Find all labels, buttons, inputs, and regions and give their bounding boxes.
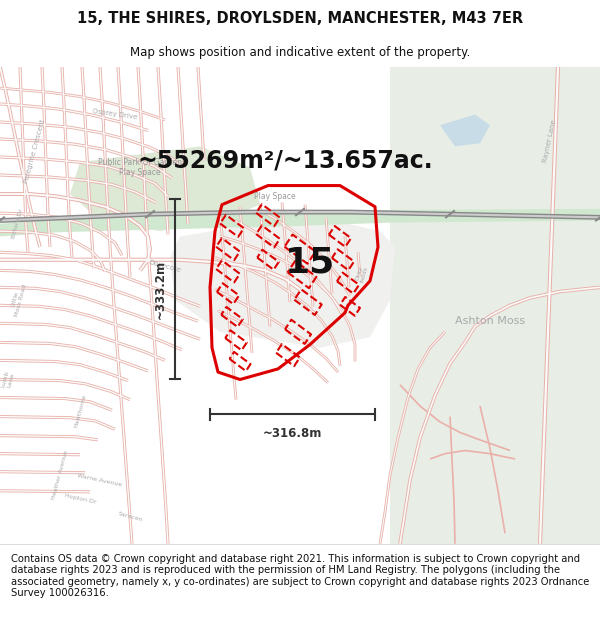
Text: 15, THE SHIRES, DROYLSDEN, MANCHESTER, M43 7ER: 15, THE SHIRES, DROYLSDEN, MANCHESTER, M… bbox=[77, 11, 523, 26]
Text: Heather Avenue: Heather Avenue bbox=[51, 449, 69, 500]
Text: Map shows position and indicative extent of the property.: Map shows position and indicative extent… bbox=[130, 46, 470, 59]
Text: Ashton Moss: Ashton Moss bbox=[455, 316, 525, 326]
Text: Osprey Drive: Osprey Drive bbox=[92, 109, 138, 121]
Text: Warne Avenue: Warne Avenue bbox=[77, 473, 123, 488]
Text: Public Park Or Garden
Play Space: Public Park Or Garden Play Space bbox=[98, 158, 182, 177]
Text: ~333.2m: ~333.2m bbox=[154, 260, 167, 319]
Text: 15: 15 bbox=[285, 246, 335, 280]
Text: Lumb
Lane: Lumb Lane bbox=[1, 369, 16, 389]
Text: Rayner Lane: Rayner Lane bbox=[542, 119, 557, 163]
Text: Contains OS data © Crown copyright and database right 2021. This information is : Contains OS data © Crown copyright and d… bbox=[11, 554, 589, 598]
Text: Dray
fields: Dray fields bbox=[355, 264, 370, 283]
Text: ~55269m²/~13.657ac.: ~55269m²/~13.657ac. bbox=[137, 148, 433, 172]
Text: Hopton Dr: Hopton Dr bbox=[64, 493, 97, 505]
Text: ~316.8m: ~316.8m bbox=[263, 427, 322, 440]
Text: Peregrine Crescent: Peregrine Crescent bbox=[23, 119, 46, 184]
Text: Hawthorne: Hawthorne bbox=[73, 394, 87, 429]
Text: Play Space: Play Space bbox=[254, 192, 296, 201]
Text: Little
Moss Road: Little Moss Road bbox=[8, 282, 28, 318]
Text: Bittern Dr: Bittern Dr bbox=[11, 208, 25, 239]
Text: Dovecote: Dovecote bbox=[148, 259, 182, 273]
Text: Saracen: Saracen bbox=[117, 511, 143, 523]
